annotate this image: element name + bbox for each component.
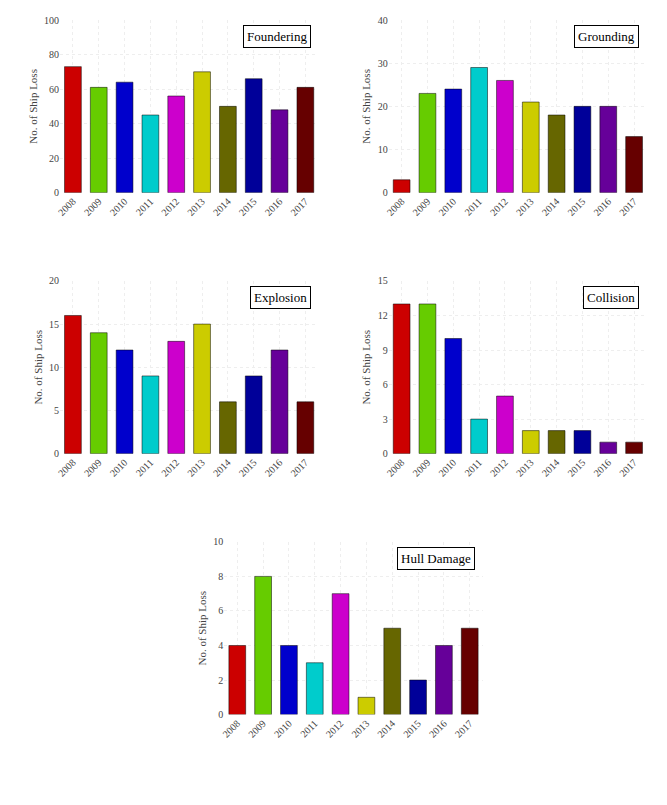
svg-text:2010: 2010 bbox=[436, 196, 458, 218]
svg-text:0: 0 bbox=[54, 187, 59, 198]
svg-text:2011: 2011 bbox=[462, 196, 484, 218]
svg-text:2015: 2015 bbox=[401, 718, 423, 740]
svg-text:8: 8 bbox=[218, 571, 223, 582]
svg-text:9: 9 bbox=[383, 345, 388, 356]
svg-text:10: 10 bbox=[378, 144, 388, 155]
svg-text:2009: 2009 bbox=[410, 457, 432, 479]
svg-text:2008: 2008 bbox=[56, 196, 78, 218]
svg-text:2009: 2009 bbox=[82, 457, 104, 479]
svg-text:2009: 2009 bbox=[246, 718, 268, 740]
svg-text:20: 20 bbox=[49, 275, 59, 286]
svg-text:2012: 2012 bbox=[488, 196, 510, 218]
svg-text:2010: 2010 bbox=[272, 718, 294, 740]
svg-text:2012: 2012 bbox=[324, 718, 346, 740]
svg-text:2016: 2016 bbox=[427, 718, 449, 740]
svg-text:2008: 2008 bbox=[220, 718, 242, 740]
svg-text:2012: 2012 bbox=[488, 457, 510, 479]
svg-text:4: 4 bbox=[218, 640, 223, 651]
svg-text:2011: 2011 bbox=[298, 718, 320, 740]
svg-text:2014: 2014 bbox=[375, 718, 397, 740]
svg-text:10: 10 bbox=[49, 362, 59, 373]
svg-text:2014: 2014 bbox=[211, 457, 233, 479]
svg-text:Foundering: Foundering bbox=[247, 29, 307, 44]
svg-text:No. of Ship Loss: No. of Ship Loss bbox=[196, 591, 208, 666]
svg-text:40: 40 bbox=[49, 118, 59, 129]
svg-text:Hull Damage: Hull Damage bbox=[401, 551, 471, 566]
svg-text:Grounding: Grounding bbox=[578, 29, 635, 44]
svg-text:2009: 2009 bbox=[82, 196, 104, 218]
svg-text:20: 20 bbox=[378, 101, 388, 112]
svg-text:Collision: Collision bbox=[587, 290, 635, 305]
svg-text:2016: 2016 bbox=[263, 457, 285, 479]
svg-text:20: 20 bbox=[49, 153, 59, 164]
svg-text:2017: 2017 bbox=[288, 457, 310, 479]
svg-text:2014: 2014 bbox=[211, 196, 233, 218]
svg-text:No. of Ship Loss: No. of Ship Loss bbox=[360, 69, 372, 144]
svg-text:2017: 2017 bbox=[617, 457, 639, 479]
svg-text:2013: 2013 bbox=[514, 457, 536, 479]
svg-text:2013: 2013 bbox=[514, 196, 536, 218]
svg-text:80: 80 bbox=[49, 49, 59, 60]
svg-text:15: 15 bbox=[49, 319, 59, 330]
svg-text:0: 0 bbox=[218, 709, 223, 720]
svg-text:10: 10 bbox=[213, 536, 223, 547]
svg-text:2016: 2016 bbox=[263, 196, 285, 218]
svg-text:2: 2 bbox=[218, 675, 223, 686]
svg-text:2014: 2014 bbox=[540, 457, 562, 479]
svg-text:2008: 2008 bbox=[56, 457, 78, 479]
svg-text:0: 0 bbox=[383, 187, 388, 198]
svg-text:2014: 2014 bbox=[540, 196, 562, 218]
svg-text:2013: 2013 bbox=[185, 196, 207, 218]
svg-text:2013: 2013 bbox=[349, 718, 371, 740]
svg-text:0: 0 bbox=[54, 448, 59, 459]
svg-text:2011: 2011 bbox=[462, 457, 484, 479]
svg-text:Explosion: Explosion bbox=[254, 290, 307, 305]
svg-text:2012: 2012 bbox=[159, 196, 181, 218]
svg-text:40: 40 bbox=[378, 15, 388, 26]
svg-text:2008: 2008 bbox=[385, 457, 407, 479]
svg-text:2010: 2010 bbox=[108, 196, 130, 218]
svg-text:3: 3 bbox=[383, 414, 388, 425]
svg-text:2017: 2017 bbox=[288, 196, 310, 218]
svg-text:60: 60 bbox=[49, 84, 59, 95]
svg-text:6: 6 bbox=[383, 379, 388, 390]
svg-text:2016: 2016 bbox=[591, 457, 613, 479]
svg-text:6: 6 bbox=[218, 605, 223, 616]
svg-text:2017: 2017 bbox=[617, 196, 639, 218]
svg-text:5: 5 bbox=[54, 405, 59, 416]
svg-text:2013: 2013 bbox=[185, 457, 207, 479]
svg-text:15: 15 bbox=[378, 275, 388, 286]
svg-text:0: 0 bbox=[383, 448, 388, 459]
svg-text:2015: 2015 bbox=[565, 457, 587, 479]
svg-text:2008: 2008 bbox=[385, 196, 407, 218]
svg-text:30: 30 bbox=[378, 58, 388, 69]
svg-text:2015: 2015 bbox=[565, 196, 587, 218]
svg-text:2010: 2010 bbox=[108, 457, 130, 479]
svg-text:2011: 2011 bbox=[134, 196, 156, 218]
svg-text:100: 100 bbox=[44, 15, 59, 26]
svg-text:12: 12 bbox=[378, 310, 388, 321]
svg-text:2016: 2016 bbox=[591, 196, 613, 218]
svg-text:2010: 2010 bbox=[436, 457, 458, 479]
svg-text:No. of Ship Loss: No. of Ship Loss bbox=[27, 69, 39, 144]
svg-text:No. of Ship Loss: No. of Ship Loss bbox=[32, 330, 44, 405]
svg-text:2015: 2015 bbox=[237, 196, 259, 218]
svg-text:2012: 2012 bbox=[159, 457, 181, 479]
svg-text:2009: 2009 bbox=[410, 196, 432, 218]
svg-text:No. of Ship Loss: No. of Ship Loss bbox=[360, 330, 372, 405]
svg-text:2015: 2015 bbox=[237, 457, 259, 479]
svg-text:2017: 2017 bbox=[453, 718, 475, 740]
svg-text:2011: 2011 bbox=[134, 457, 156, 479]
